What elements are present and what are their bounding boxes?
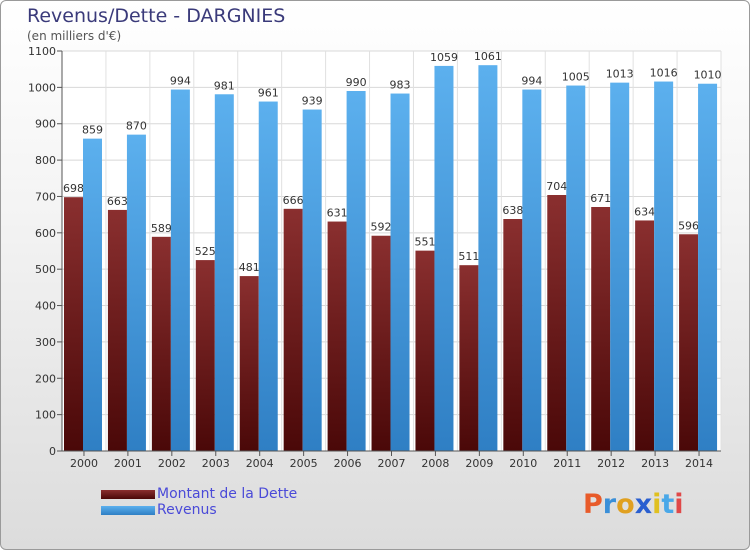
x-tick-label: 2009 xyxy=(465,457,493,470)
bar-revenus xyxy=(83,138,102,452)
bar-revenus xyxy=(258,101,278,451)
bar-dette xyxy=(283,208,303,451)
data-label-revenus: 1016 xyxy=(650,67,678,80)
data-label-dette: 698 xyxy=(63,182,84,195)
x-tick-label: 2013 xyxy=(641,457,669,470)
bar-revenus xyxy=(698,83,718,452)
bar-revenus xyxy=(566,85,586,451)
bar-dette xyxy=(635,220,655,451)
legend-swatch-dette xyxy=(101,490,155,499)
data-label-dette: 525 xyxy=(195,245,216,258)
x-tick-label: 2008 xyxy=(421,457,449,470)
x-tick-label: 2014 xyxy=(685,457,713,470)
bar-dette xyxy=(591,207,611,451)
data-label-dette: 551 xyxy=(414,236,435,249)
chart-title: Revenus/Dette - DARGNIES xyxy=(27,5,286,27)
y-tick-label: 500 xyxy=(35,263,56,276)
data-label-dette: 663 xyxy=(107,195,128,208)
y-tick-label: 200 xyxy=(35,372,56,385)
bar-revenus xyxy=(214,94,234,451)
x-tick-label: 2006 xyxy=(334,457,362,470)
data-label-dette: 634 xyxy=(634,205,655,218)
x-tick-label: 2011 xyxy=(553,457,581,470)
data-label-revenus: 983 xyxy=(390,79,411,92)
data-label-revenus: 1013 xyxy=(606,68,634,81)
bar-revenus xyxy=(610,82,630,452)
x-tick-label: 2010 xyxy=(509,457,537,470)
data-label-dette: 511 xyxy=(458,250,479,263)
bar-dette xyxy=(459,265,479,451)
x-tick-label: 2001 xyxy=(114,457,142,470)
x-tick-label: 2000 xyxy=(70,457,98,470)
bar-revenus xyxy=(346,91,366,451)
bar-dette xyxy=(503,219,523,451)
data-label-revenus: 939 xyxy=(302,95,323,108)
legend-label-revenus: Revenus xyxy=(157,502,217,518)
bar-dette xyxy=(64,197,83,451)
y-tick-label: 700 xyxy=(35,190,56,203)
bar-revenus xyxy=(170,89,190,451)
chart-subtitle: (en milliers d'€) xyxy=(27,29,122,43)
data-label-revenus: 961 xyxy=(258,87,279,100)
bar-dette xyxy=(239,276,259,451)
bar-dette xyxy=(679,234,699,451)
x-tick-label: 2005 xyxy=(290,457,318,470)
bar-dette xyxy=(107,209,127,451)
data-label-revenus: 994 xyxy=(170,75,191,88)
bar-dette xyxy=(327,221,347,451)
data-label-revenus: 1005 xyxy=(562,71,590,84)
y-tick-label: 800 xyxy=(35,154,56,167)
y-tick-label: 900 xyxy=(35,118,56,131)
data-label-dette: 671 xyxy=(590,192,611,205)
legend-swatch-revenus xyxy=(101,506,155,515)
data-label-dette: 592 xyxy=(371,221,392,234)
data-label-revenus: 859 xyxy=(82,124,103,137)
bar-revenus xyxy=(478,65,498,451)
y-tick-label: 1100 xyxy=(28,45,56,58)
data-label-revenus: 994 xyxy=(521,75,542,88)
data-label-revenus: 1059 xyxy=(430,51,458,64)
bar-revenus xyxy=(390,93,410,451)
data-label-revenus: 990 xyxy=(346,76,367,89)
data-label-revenus: 981 xyxy=(214,79,235,92)
bar-revenus xyxy=(522,89,542,451)
y-tick-label: 400 xyxy=(35,300,56,313)
bar-dette xyxy=(547,195,567,451)
data-label-dette: 638 xyxy=(502,204,523,217)
bar-dette xyxy=(195,260,215,451)
x-tick-label: 2007 xyxy=(378,457,406,470)
data-label-revenus: 1010 xyxy=(694,69,722,82)
y-tick-label: 600 xyxy=(35,227,56,240)
x-tick-label: 2012 xyxy=(597,457,625,470)
bar-dette xyxy=(151,236,171,451)
bar-revenus xyxy=(302,109,322,451)
data-label-revenus: 870 xyxy=(126,120,147,133)
x-tick-label: 2004 xyxy=(246,457,274,470)
bar-revenus xyxy=(126,134,146,452)
data-label-dette: 481 xyxy=(239,261,260,274)
proxiti-logo: Proxiti xyxy=(583,489,684,520)
legend-label-dette: Montant de la Dette xyxy=(157,486,298,502)
data-label-dette: 596 xyxy=(678,219,699,232)
bar-dette xyxy=(371,235,391,451)
x-tick-label: 2003 xyxy=(202,457,230,470)
y-tick-label: 1000 xyxy=(28,81,56,94)
y-tick-label: 300 xyxy=(35,336,56,349)
data-label-dette: 704 xyxy=(546,180,567,193)
bar-revenus xyxy=(654,81,674,451)
bar-dette xyxy=(415,250,435,451)
y-tick-label: 0 xyxy=(49,445,56,458)
data-label-dette: 631 xyxy=(327,207,348,220)
bar-revenus xyxy=(434,65,454,451)
data-label-dette: 666 xyxy=(283,194,304,207)
data-label-dette: 589 xyxy=(151,222,172,235)
x-tick-label: 2002 xyxy=(158,457,186,470)
data-label-revenus: 1061 xyxy=(474,50,502,63)
y-tick-label: 100 xyxy=(35,409,56,422)
